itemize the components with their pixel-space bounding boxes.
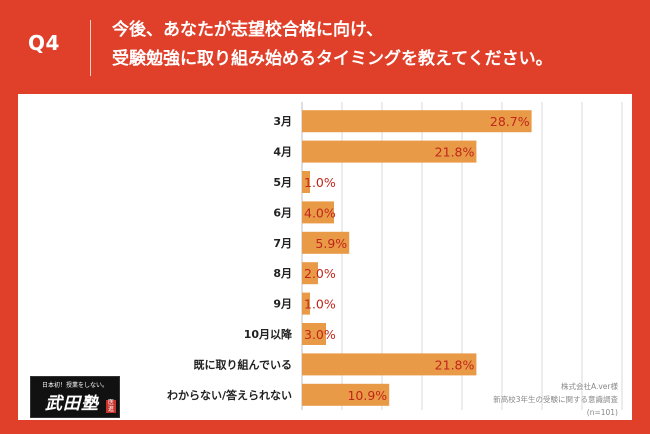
bar (302, 292, 310, 315)
value-label: 1.0% (304, 297, 336, 312)
category-label: 3月 (273, 115, 292, 128)
category-label: 6月 (273, 206, 292, 219)
question-text: 今後、あなたが志望校合格に向け、 受験勉強に取り組み始めるタイミングを教えてくだ… (112, 16, 632, 74)
bar (302, 201, 334, 224)
value-label: 2.0% (304, 266, 336, 281)
brand-name: 武田塾 (45, 394, 99, 414)
bar-chart: 3月 28.7% 4月 21.8% 5月 1.0% 6月 4.0% 7月 5.9% 8月 2.0% 9月… (167, 102, 623, 410)
source-survey: 新高校3年生の受験に関する意識調査 (493, 395, 618, 404)
source-note: 株式会社A.ver様 新高校3年生の受験に関する意識調査 (n=101) (418, 380, 618, 419)
category-label: 8月 (273, 267, 292, 280)
category-label: 10月以降 (244, 327, 293, 341)
question-header: Q4 今後、あなたが志望校合格に向け、 受験勉強に取り組み始めるタイミングを教え… (0, 0, 650, 90)
brand-tagline: 日本初！授業をしない。 (41, 382, 108, 389)
header-divider (90, 20, 91, 76)
bar (302, 383, 390, 406)
value-label: 10.9% (347, 388, 387, 403)
bar (302, 323, 326, 345)
question-number: Q4 (28, 31, 60, 55)
brand-logo: 日本初！授業をしない。 武田塾 医進 (30, 376, 120, 418)
category-label: 9月 (273, 298, 292, 311)
chart-panel: 3月 28.7% 4月 21.8% 5月 1.0% 6月 4.0% 7月 5.9% 8月 2.0% 9月… (18, 94, 632, 420)
bar (302, 353, 477, 376)
value-label: 28.7% (490, 114, 530, 129)
value-label: 5.9% (315, 236, 347, 251)
value-label: 4.0% (304, 205, 336, 220)
brand-seal: 医進 (106, 399, 116, 413)
category-label: わからない/答えられない (167, 388, 292, 402)
bar (302, 231, 350, 254)
value-label: 21.8% (435, 357, 475, 372)
source-company: 株式会社A.ver様 (560, 382, 618, 391)
category-label: 7月 (273, 237, 292, 250)
category-label: 既に取り組んでいる (194, 357, 292, 371)
bar (302, 140, 477, 163)
bar (302, 110, 532, 133)
bar (302, 171, 310, 193)
bar (302, 262, 318, 285)
value-label: 1.0% (304, 175, 336, 190)
value-label: 3.0% (304, 327, 336, 342)
value-label: 21.8% (435, 145, 475, 160)
category-label: 4月 (273, 146, 292, 159)
question-line-1: 今後、あなたが志望校合格に向け、 (112, 20, 384, 40)
category-label: 5月 (273, 176, 292, 189)
question-line-2: 受験勉強に取り組み始めるタイミングを教えてください。 (112, 49, 553, 69)
source-sample: (n=101) (586, 408, 618, 417)
